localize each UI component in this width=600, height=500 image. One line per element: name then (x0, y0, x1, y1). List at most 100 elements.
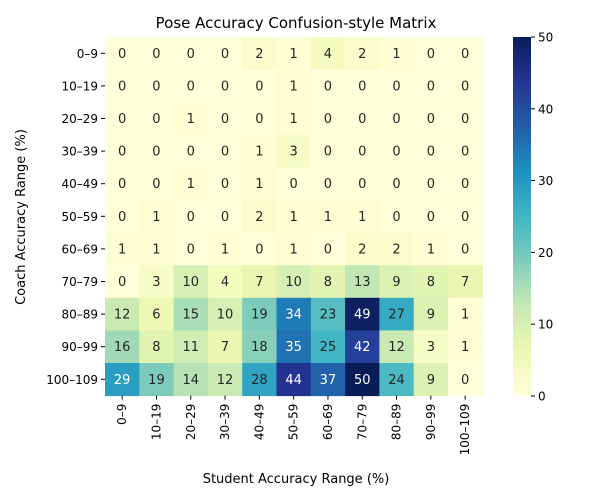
heatmap-cell (310, 297, 346, 331)
cell-value-label: 0 (324, 145, 332, 160)
cell-value-label: 0 (461, 79, 469, 94)
heatmap-cell (345, 363, 380, 397)
cell-value-label: 0 (118, 210, 126, 225)
x-tick-labels: 0–9 10–19 20–29 30–39 40–49 50–59 60–69 70–79 80… (115, 395, 472, 456)
colorbar-ticks: 0 10 20 30 40 50 (531, 31, 553, 404)
cell-value-label: 0 (187, 210, 195, 225)
heatmap-cell (276, 265, 312, 299)
heatmap-cell (139, 330, 175, 364)
heatmap-cell (276, 134, 312, 168)
cell-value-label: 2 (358, 47, 366, 62)
heatmap-cell (379, 134, 415, 168)
heatmap-cell (207, 69, 243, 103)
heatmap-cell (207, 167, 243, 201)
heatmap-cell (448, 69, 483, 103)
cell-value-label: 4 (324, 47, 332, 62)
y-tick-label: 40–49 (61, 177, 98, 191)
x-tick-label: 40–49 (252, 404, 266, 441)
x-tick-label: 0–9 (115, 404, 129, 425)
cell-value-label: 0 (461, 177, 469, 192)
x-tick-label: 60–69 (321, 404, 335, 441)
heatmap-cell (173, 167, 209, 201)
cell-value-label: 0 (358, 177, 366, 192)
cell-value-label: 0 (427, 79, 435, 94)
cell-value-label: 0 (392, 112, 400, 127)
heatmap-cell (448, 200, 483, 234)
heatmap-cell (173, 265, 209, 299)
cell-value-label: 4 (221, 275, 229, 290)
heatmap-cell (310, 37, 346, 71)
heatmap-cell (413, 134, 449, 168)
heatmap-cell (139, 102, 175, 136)
x-tick-label: 30–39 (218, 404, 232, 441)
heatmap-cell (276, 297, 312, 331)
cell-value-label: 8 (427, 275, 435, 290)
cell-value-label: 10 (217, 308, 234, 323)
heatmap-cell (413, 200, 449, 234)
cell-value-label: 19 (148, 373, 165, 388)
heatmap-cell (448, 167, 483, 201)
cell-value-label: 0 (221, 210, 229, 225)
heatmap-cell (207, 134, 243, 168)
heatmap-cell (413, 232, 449, 266)
cell-value-label: 16 (114, 340, 131, 355)
cell-value-label: 0 (118, 177, 126, 192)
cell-value-label: 15 (182, 308, 199, 323)
cell-value-label: 1 (152, 242, 160, 257)
cell-value-label: 0 (255, 79, 263, 94)
cell-value-label: 0 (427, 145, 435, 160)
heatmap-cell (379, 297, 415, 331)
cell-value-label: 0 (118, 47, 126, 62)
heatmap-cell (345, 232, 380, 266)
heatmap-cell (345, 69, 380, 103)
cell-value-label: 7 (221, 340, 229, 355)
heatmap-cell (276, 232, 312, 266)
heatmap-cell (242, 69, 277, 103)
cell-value-label: 0 (221, 47, 229, 62)
cell-value-label: 0 (290, 177, 298, 192)
cell-value-label: 0 (152, 112, 160, 127)
heatmap-cell (448, 330, 483, 364)
heatmap-cell (448, 134, 483, 168)
cell-value-label: 0 (358, 145, 366, 160)
heatmap-cells: 0 0 0 0 2 1 4 2 1 0 00 0 0 0 0 1 0 0 0 0 00 0 1 0 0 1 0 0 0 0 00 0 0 0 1 3 0… (105, 37, 483, 397)
heatmap-cell (242, 330, 277, 364)
cell-value-label: 37 (320, 373, 337, 388)
cell-value-label: 0 (152, 79, 160, 94)
heatmap-cell (310, 363, 346, 397)
heatmap-cell (207, 200, 243, 234)
x-tick-label: 100–109 (458, 404, 472, 456)
heatmap-cell (276, 69, 312, 103)
heatmap-cell (345, 37, 380, 71)
cell-value-label: 1 (427, 242, 435, 257)
heatmap-cell (105, 134, 140, 168)
cell-value-label: 1 (152, 210, 160, 225)
heatmap-cell (242, 200, 277, 234)
y-tick-label: 100–109 (46, 373, 98, 387)
x-tick-label: 50–59 (287, 404, 301, 441)
cell-value-label: 1 (290, 210, 298, 225)
heatmap-cell (207, 265, 243, 299)
cell-value-label: 0 (461, 112, 469, 127)
heatmap-cell (310, 102, 346, 136)
cell-value-label: 1 (461, 308, 469, 323)
cell-value-label: 0 (392, 210, 400, 225)
cell-value-label: 0 (255, 112, 263, 127)
heatmap-cell (207, 363, 243, 397)
cell-value-label: 1 (461, 340, 469, 355)
cell-value-label: 9 (427, 373, 435, 388)
heatmap-cell (379, 363, 415, 397)
colorbar-tick-label: 0 (538, 390, 546, 404)
cell-value-label: 28 (251, 373, 268, 388)
cell-value-label: 35 (285, 340, 302, 355)
cell-value-label: 0 (187, 79, 195, 94)
heatmap-cell (173, 232, 209, 266)
cell-value-label: 2 (392, 242, 400, 257)
heatmap-cell (345, 200, 380, 234)
cell-value-label: 2 (358, 242, 366, 257)
cell-value-label: 1 (255, 145, 263, 160)
cell-value-label: 0 (392, 79, 400, 94)
heatmap-cell (345, 265, 380, 299)
heatmap-cell (139, 134, 175, 168)
